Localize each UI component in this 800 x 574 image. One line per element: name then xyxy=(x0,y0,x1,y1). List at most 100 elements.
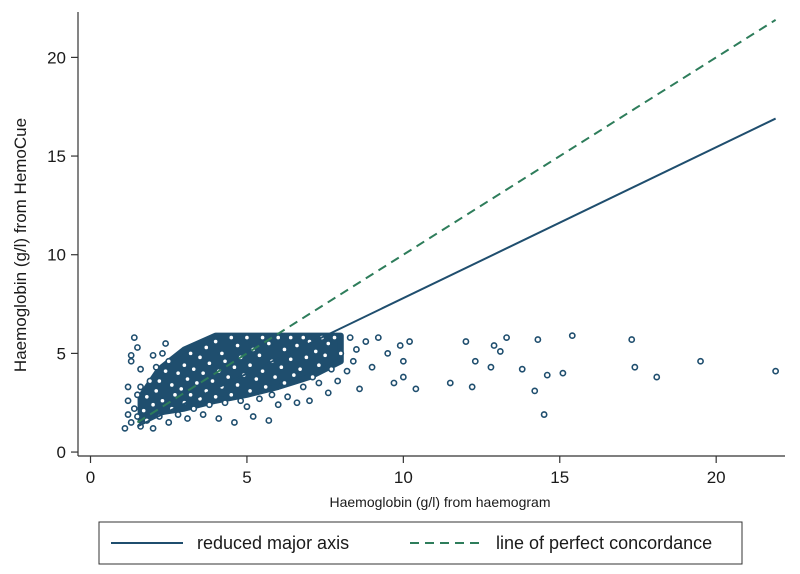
scatter-point xyxy=(159,397,166,405)
scatter-point xyxy=(249,413,257,420)
scatter-point xyxy=(396,342,404,349)
scatter-point xyxy=(252,375,260,383)
scatter-point xyxy=(274,334,282,341)
scatter-point xyxy=(190,405,198,413)
scatter-point xyxy=(349,357,357,365)
scatter-point xyxy=(243,403,251,411)
scatter-point xyxy=(155,377,163,385)
scatter-point xyxy=(231,363,238,371)
scatter-point xyxy=(399,373,407,381)
scatter-point xyxy=(143,393,151,401)
scatter-point xyxy=(281,346,288,353)
y-tick-label: 10 xyxy=(47,246,66,265)
scatter-point xyxy=(152,363,160,371)
legend-label-concordance: line of perfect concordance xyxy=(496,533,712,553)
scatter-point xyxy=(259,367,266,375)
scatter-point xyxy=(346,334,354,341)
scatter-point xyxy=(165,357,173,365)
scatter-points xyxy=(121,332,780,432)
scatter-point xyxy=(168,381,176,389)
scatter-point xyxy=(234,381,241,389)
scatter-point xyxy=(518,365,526,373)
scatter-point xyxy=(296,365,304,373)
legend: reduced major axis line of perfect conco… xyxy=(98,521,743,565)
scatter-point xyxy=(215,415,223,422)
x-tick-label: 10 xyxy=(394,468,413,487)
scatter-point xyxy=(184,415,191,422)
scatter-point xyxy=(471,357,479,365)
scatter-point xyxy=(315,361,323,369)
scatter-point xyxy=(231,419,238,426)
scatter-point xyxy=(137,383,144,391)
scatter-point xyxy=(321,351,329,359)
scatter-point xyxy=(406,338,414,345)
scatter-point xyxy=(127,351,135,359)
scatter-point xyxy=(412,385,420,393)
scatter-point xyxy=(299,334,307,341)
scatter-point xyxy=(124,397,132,405)
scatter-point xyxy=(568,332,576,340)
scatter-point xyxy=(124,383,132,391)
scatter-point xyxy=(237,397,245,405)
scatter-point xyxy=(265,417,273,424)
scatter-point xyxy=(121,424,129,432)
scatter-point xyxy=(227,391,235,399)
scatter-point xyxy=(259,334,266,341)
scatter-point xyxy=(446,379,454,387)
scatter-point xyxy=(503,334,510,341)
scatter-point xyxy=(772,367,780,375)
scatter-point xyxy=(487,363,495,371)
x-tick-label: 20 xyxy=(707,468,726,487)
scatter-point xyxy=(224,373,232,381)
scatter-point xyxy=(287,355,295,363)
scatter-point xyxy=(124,411,132,418)
scatter-point xyxy=(152,387,160,395)
scatter-point xyxy=(384,349,392,357)
scatter-point xyxy=(496,348,504,355)
scatter-point xyxy=(327,365,335,373)
scatter-point xyxy=(134,344,141,351)
scatter-point xyxy=(149,401,157,409)
scatter-point xyxy=(312,348,320,355)
y-tick-label: 20 xyxy=(47,48,66,67)
y-axis-label: Haemoglobin (g/l) from HemoCue xyxy=(11,118,30,372)
scatter-point xyxy=(199,369,207,377)
scatter-point xyxy=(315,379,323,387)
scatter-point xyxy=(196,353,204,361)
scatter-point xyxy=(559,369,567,377)
legend-label-reduced-major-axis: reduced major axis xyxy=(197,533,349,553)
x-tick-label: 5 xyxy=(242,468,251,487)
x-tick-label: 15 xyxy=(550,468,569,487)
scatter-point xyxy=(281,379,288,387)
scatter-point xyxy=(256,395,263,403)
scatter-point xyxy=(146,377,154,385)
scatter-point xyxy=(205,359,213,367)
scatter-point xyxy=(490,342,498,349)
scatter-point xyxy=(265,340,273,347)
x-axis-label: Haemoglobin (g/l) from haemogram xyxy=(330,494,551,510)
scatter-point xyxy=(193,379,201,387)
y-tick-label: 0 xyxy=(57,443,66,462)
scatter-point xyxy=(343,367,351,375)
scatter-point xyxy=(362,338,370,345)
scatter-point xyxy=(374,334,382,341)
scatter-point xyxy=(246,387,254,395)
scatter-point xyxy=(277,363,285,371)
scatter-point xyxy=(299,383,307,391)
scatter-point xyxy=(165,419,173,426)
scatter-point xyxy=(177,385,185,393)
scatter-point xyxy=(209,377,216,385)
scatter-point xyxy=(212,338,220,345)
scatter-point xyxy=(468,383,476,391)
scatter-point xyxy=(324,340,332,347)
scatter-point xyxy=(202,344,210,351)
scatter-point xyxy=(531,387,539,395)
scatter-point xyxy=(149,424,157,432)
axes: 0 5 10 15 20 0 5 10 15 20 xyxy=(47,12,785,487)
scatter-point xyxy=(243,334,251,341)
scatter-point xyxy=(287,334,295,341)
scatter-point xyxy=(199,411,207,418)
scatter-point xyxy=(174,369,182,377)
scatter-point xyxy=(234,342,241,349)
